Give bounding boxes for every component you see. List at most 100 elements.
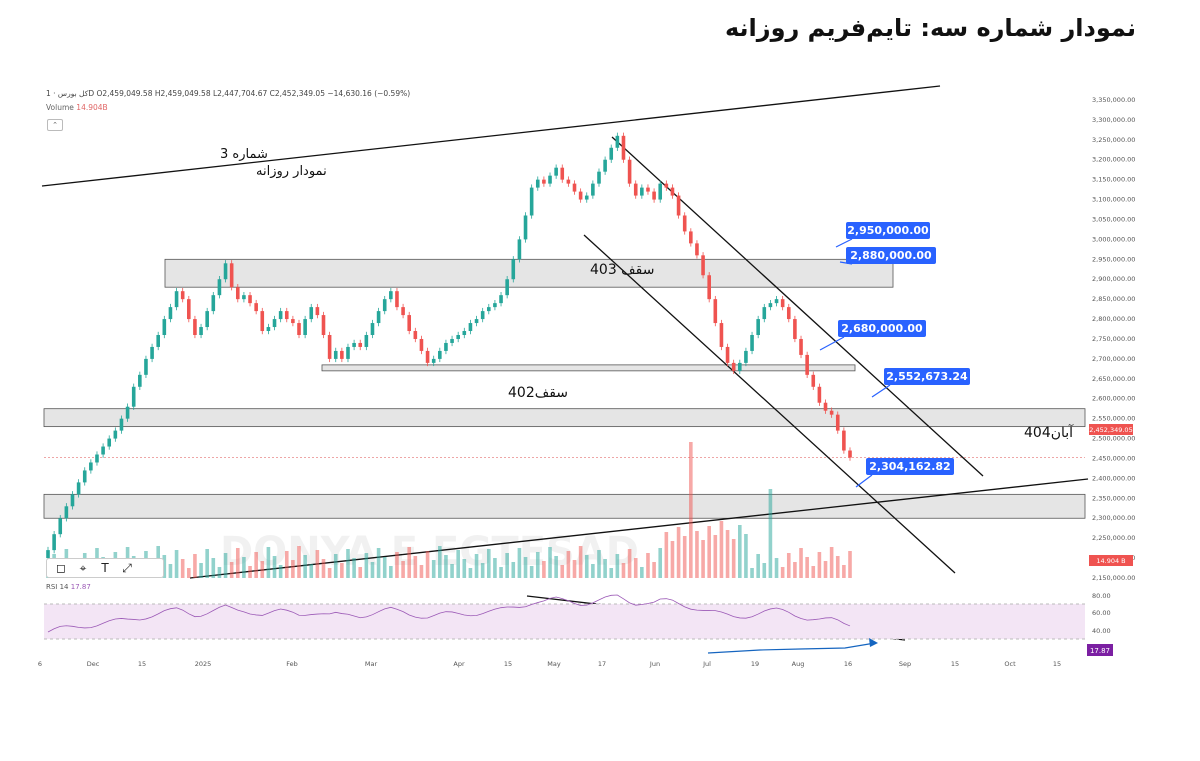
candle-body: [291, 319, 295, 324]
candle-body: [609, 147, 614, 160]
volume-bar: [450, 564, 454, 578]
zone-0: [164, 258, 894, 288]
text-tool-icon[interactable]: T: [101, 561, 109, 575]
annotation-aban-404: آبان404: [1024, 424, 1074, 441]
volume-bar: [542, 561, 546, 578]
candle-body: [829, 410, 834, 415]
candle-body: [284, 311, 289, 320]
volume-bar: [340, 563, 344, 578]
x-tick-label: 15: [951, 660, 959, 668]
crosshair-tool-icon[interactable]: ⌖: [79, 560, 87, 575]
volume-bar: [480, 563, 485, 578]
candle-body: [560, 167, 565, 180]
candle-body: [401, 307, 405, 316]
y-tick-label: 2,850,000.00: [1092, 295, 1135, 303]
volume-bar: [529, 566, 534, 578]
current-price-box: [1089, 424, 1133, 435]
volume-bar: [272, 556, 277, 578]
collapse-legend-button[interactable]: ⌃: [47, 119, 63, 131]
candle-body: [621, 135, 626, 160]
candle-body: [242, 295, 246, 300]
volume-bar: [756, 554, 760, 578]
candle-body: [768, 303, 773, 308]
candle-body: [517, 239, 522, 260]
rsi-label: RSI 14: [46, 583, 69, 591]
volume-bar: [205, 549, 209, 578]
volume-bar: [493, 558, 497, 578]
candle-body: [652, 191, 656, 200]
candle-body: [309, 307, 314, 320]
volume-bar: [744, 534, 748, 578]
y-tick-label: 2,700,000.00: [1092, 355, 1135, 363]
candle-body: [76, 482, 81, 495]
candle-body: [407, 315, 412, 332]
candle-body: [113, 430, 118, 439]
x-tick-label: 15: [1053, 660, 1061, 668]
y-tick-label: 3,150,000.00: [1092, 176, 1135, 184]
volume-bar: [511, 562, 516, 578]
candle-body: [664, 183, 669, 188]
price-tag-label: 2,880,000.00: [850, 249, 932, 262]
y-tick-label: 3,100,000.00: [1092, 196, 1135, 204]
volume-bar: [468, 568, 473, 578]
price-tag-label: 2,680,000.00: [841, 322, 923, 335]
price-tag-pointer: [819, 336, 845, 351]
volume-bar: [817, 552, 822, 578]
rsi-value: 17.87: [70, 583, 91, 591]
rsi-tag: 17.87: [1090, 647, 1110, 655]
drawing-toolbar[interactable]: ◻ ⌖ T ⤢: [46, 558, 164, 578]
x-tick-label: 6: [38, 660, 42, 668]
rsi-tick-label: 80.00: [1092, 592, 1111, 600]
x-tick-label: May: [547, 660, 561, 668]
volume-bar: [609, 568, 614, 578]
candles: [46, 132, 852, 562]
volume-bar: [786, 553, 791, 578]
candle-body: [217, 279, 222, 296]
candle-body: [235, 287, 240, 300]
candle-body: [762, 307, 767, 320]
x-tick-label: Sep: [899, 660, 911, 668]
candle-body: [419, 338, 424, 351]
candle-body: [131, 386, 136, 407]
volume-bar: [701, 540, 705, 578]
x-tick-label: 19: [751, 660, 759, 668]
candle-body: [321, 315, 326, 335]
candle-body: [327, 335, 332, 359]
volume-bar: [327, 568, 332, 578]
volume-bar: [799, 548, 803, 578]
candle-body: [144, 358, 148, 375]
annotations: شماره 3 نمودار روزانه سقف 403 سقف402 آبان404: [220, 147, 1074, 441]
candle-body: [119, 418, 124, 431]
candle-body: [835, 414, 840, 431]
y-tick-label: 2,500,000.00: [1092, 435, 1135, 443]
candle-body: [272, 319, 277, 328]
volume-bar: [591, 564, 595, 578]
volume-bar: [842, 565, 846, 578]
volume-bar: [180, 559, 185, 578]
line-tool-icon[interactable]: ⤢: [122, 560, 132, 575]
price-axis: 3,350,000.00 3,300,000.00 3,250,000.00 3,20…: [1092, 96, 1135, 582]
volume-bar: [162, 555, 167, 578]
candle-body: [358, 342, 363, 347]
volume-bar: [315, 550, 320, 578]
candle-body: [756, 319, 760, 335]
candle-body: [499, 295, 503, 304]
candle-body: [750, 335, 754, 351]
price-tag-pointer: [871, 384, 891, 398]
candle-body: [505, 279, 509, 296]
volume-bar: [707, 526, 711, 578]
volume-bar: [456, 550, 460, 578]
rectangle-tool-icon[interactable]: ◻: [56, 561, 66, 575]
candle-body: [52, 534, 56, 551]
candle-body: [584, 195, 589, 200]
candle-body: [315, 307, 320, 316]
volume-bar: [223, 553, 228, 578]
price-tag-label: 2,950,000.00: [847, 224, 929, 237]
candle-body: [707, 275, 711, 300]
candle-body: [266, 327, 271, 332]
candle-body: [346, 346, 350, 359]
candle-body: [615, 135, 620, 148]
candle-body: [591, 183, 595, 196]
price-tag-pointer: [839, 261, 853, 265]
